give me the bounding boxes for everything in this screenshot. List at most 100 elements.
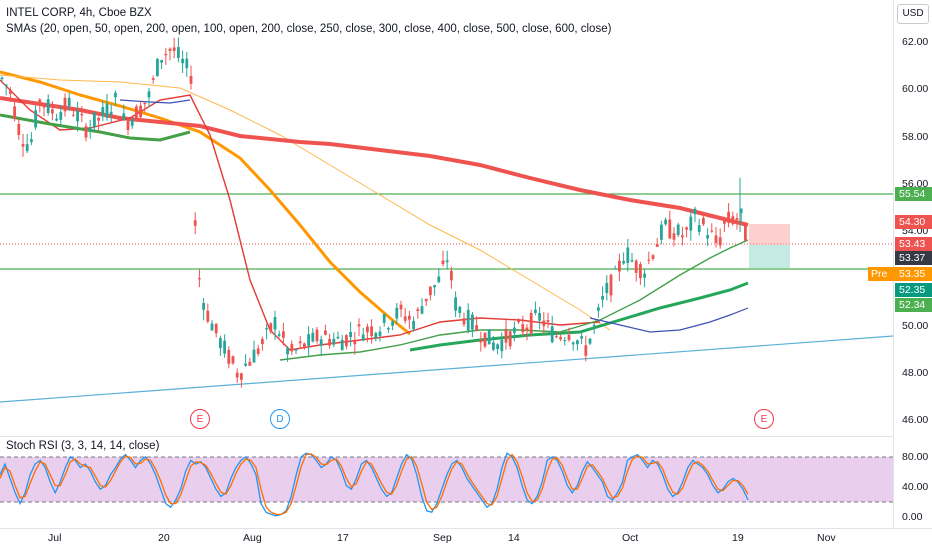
candle-body — [114, 92, 117, 98]
price-tick-label: 46.00 — [902, 414, 929, 426]
premarket-tag: Pre — [868, 267, 895, 281]
candle-body — [513, 327, 516, 334]
stoch-tick-label: 40.00 — [902, 481, 929, 493]
candle-body — [466, 309, 470, 331]
candle-body — [374, 332, 378, 338]
price-label: 53.35 — [895, 267, 932, 281]
candle-body — [576, 340, 579, 345]
event-marker[interactable]: E — [190, 409, 210, 429]
time-tick-label: Nov — [817, 532, 836, 544]
stoch-legend[interactable]: Stoch RSI (3, 3, 14, 14, close) — [6, 440, 160, 452]
indicator-legend[interactable]: SMAs (20, open, 50, open, 200, open, 100… — [6, 23, 612, 35]
stoch-band — [0, 457, 893, 502]
time-tick-label: Oct — [622, 532, 639, 544]
candle-body — [55, 118, 58, 121]
candle-body — [664, 219, 667, 225]
sma-blue — [589, 307, 749, 333]
candle-body — [416, 309, 420, 312]
candle-body — [450, 270, 453, 281]
candle-body — [269, 323, 273, 332]
candle-body — [630, 260, 634, 262]
candle-body — [546, 320, 550, 322]
price-tick-label: 48.00 — [902, 366, 929, 379]
candle-body — [345, 335, 348, 347]
candle-body — [685, 227, 688, 230]
candle-body — [307, 334, 310, 346]
candle-body — [618, 260, 621, 272]
candle-body — [454, 297, 457, 311]
candle-body — [80, 113, 84, 116]
sma-red-thick — [0, 96, 749, 227]
candle-body — [429, 286, 432, 296]
candle-body — [639, 264, 642, 279]
candle-body — [30, 139, 33, 143]
candle-body — [130, 119, 134, 126]
candle-body — [332, 338, 336, 345]
candle-body — [244, 363, 247, 366]
candle-body — [622, 260, 625, 264]
candle-body — [479, 339, 483, 343]
candle-body — [706, 235, 709, 239]
candle-body — [4, 84, 8, 87]
candle-body — [655, 244, 659, 247]
position-target-zone[interactable] — [749, 245, 790, 268]
candle-body — [248, 361, 252, 366]
trend-line[interactable] — [0, 335, 894, 403]
candle-body — [580, 336, 583, 339]
price-label: 53.37 — [895, 251, 932, 265]
candle-body — [336, 336, 340, 339]
sma-green-thick — [409, 281, 749, 352]
candle-body — [51, 109, 54, 114]
candle-body — [303, 343, 306, 349]
sma-orange-thin — [0, 74, 611, 331]
event-marker[interactable]: D — [270, 409, 290, 429]
candle-body — [584, 345, 588, 356]
candle-body — [366, 326, 369, 333]
candle-body — [185, 58, 189, 69]
candle-body — [156, 58, 159, 76]
candle-body — [298, 341, 302, 344]
candle-body — [651, 255, 655, 259]
candle-body — [282, 331, 285, 338]
sma-orange-thick — [0, 70, 411, 336]
time-tick-label: Aug — [243, 532, 262, 544]
candle-body — [660, 224, 663, 240]
candle-body — [72, 114, 75, 116]
candlestick-series[interactable] — [0, 37, 747, 388]
candle-body — [609, 274, 613, 296]
event-marker[interactable]: E — [754, 409, 774, 429]
candle-body — [261, 339, 264, 345]
candle-body — [626, 247, 630, 263]
candle-body — [744, 223, 747, 241]
time-tick-label: 19 — [732, 532, 744, 544]
price-tick-label: 56.00 — [902, 177, 929, 190]
candle-body — [727, 211, 730, 223]
price-label: 53.43 — [895, 237, 932, 251]
time-tick-label: 17 — [337, 532, 349, 544]
candle-body — [723, 220, 726, 224]
candle-body — [311, 332, 315, 342]
candle-body — [424, 298, 428, 302]
candle-body — [538, 312, 541, 321]
candle-body — [710, 230, 714, 232]
position-stop-zone[interactable] — [749, 224, 790, 245]
candle-body — [164, 53, 168, 56]
candle-body — [634, 260, 638, 273]
candle-body — [223, 340, 226, 354]
candle-body — [697, 225, 701, 232]
candle-body — [198, 278, 201, 280]
sma-green-early — [0, 113, 191, 142]
currency-button[interactable]: USD — [897, 4, 929, 24]
candle-body — [462, 318, 466, 325]
candle-body — [319, 339, 323, 346]
candle-body — [689, 216, 693, 231]
candle-body — [357, 324, 361, 327]
candle-body — [59, 112, 63, 120]
candle-body — [672, 233, 676, 240]
candle-body — [387, 328, 390, 330]
candle-body — [147, 91, 151, 98]
candle-body — [315, 329, 319, 342]
candle-body — [534, 309, 537, 313]
candle-body — [571, 342, 575, 345]
